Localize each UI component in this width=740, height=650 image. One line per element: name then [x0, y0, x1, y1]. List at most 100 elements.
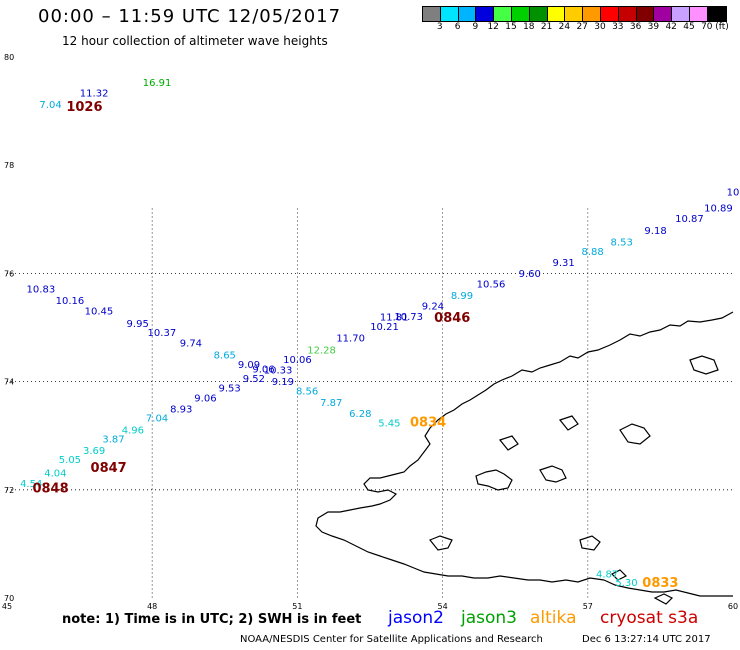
color-swatch	[654, 7, 673, 21]
latitude-tick-label: 78	[4, 161, 14, 170]
pass-time-label: 1026	[66, 100, 102, 115]
wave-height-label: 5.05	[59, 455, 81, 466]
map-title: 00:00 – 11:59 UTC 12/05/2017	[38, 6, 342, 27]
legend-entry-jason2: jason2	[388, 608, 444, 628]
wave-height-values: 10.8310.1610.459.9510.379.748.659.099.06…	[20, 78, 739, 591]
color-scale-label: 36	[629, 22, 642, 32]
wave-height-label: 11.81	[380, 312, 409, 323]
lat-lon-gridlines	[7, 208, 733, 598]
wave-height-label: 5.30	[615, 578, 637, 589]
wave-height-label: 10.56	[477, 279, 506, 290]
color-scale-label: 27	[576, 22, 588, 32]
longitude-tick-label: 60	[728, 602, 738, 611]
latitude-tick-label: 70	[4, 594, 14, 603]
wave-height-label: 10.73	[394, 312, 423, 323]
color-scale-unit: (ft)	[715, 22, 729, 32]
color-scale-label: 15	[505, 22, 517, 32]
color-swatch	[707, 7, 726, 21]
wave-height-label: 9.31	[552, 258, 574, 269]
wave-height-label: 4.96	[122, 426, 144, 437]
longitude-tick-label: 48	[147, 602, 157, 611]
wave-height-label: 9.06	[252, 364, 274, 375]
wave-height-label: 10.87	[675, 214, 704, 225]
color-swatch	[689, 7, 708, 21]
legend-entry-altika: altika	[530, 608, 577, 628]
color-swatch	[529, 7, 548, 21]
color-scale-label: 30	[594, 22, 606, 32]
latitude-tick-label: 80	[4, 53, 14, 62]
color-swatch	[600, 7, 619, 21]
wave-height-label: 9.24	[422, 302, 444, 313]
color-swatch	[583, 7, 601, 21]
wave-height-label: 6.28	[349, 409, 371, 420]
latitude-tick-label: 74	[4, 378, 14, 387]
color-scale-bar	[422, 6, 727, 22]
color-swatch	[476, 7, 495, 21]
wave-height-label: 7.04	[146, 414, 168, 425]
color-scale-label: 39	[647, 22, 660, 32]
pass-time-label: 0833	[642, 576, 678, 591]
color-scale-label: 70	[701, 22, 713, 32]
wave-height-label: 10.33	[264, 365, 293, 376]
wave-height-label: 9.06	[194, 394, 216, 405]
color-swatch	[672, 7, 690, 21]
wave-height-label: 4.87	[596, 569, 618, 580]
color-scale-label: 3	[436, 22, 443, 32]
wave-height-label: 9.53	[219, 383, 241, 394]
latitude-tick-label: 76	[4, 269, 14, 278]
wave-height-label: 8.56	[296, 387, 318, 398]
color-scale-label: 21	[540, 22, 553, 32]
wave-height-label: 12.28	[307, 345, 336, 356]
wave-height-label: 10.37	[148, 328, 177, 339]
color-scale-label: 9	[472, 22, 479, 32]
credit-line: NOAA/NESDIS Center for Satellite Applica…	[240, 634, 543, 645]
longitude-tick-label: 45	[2, 602, 12, 611]
color-swatch	[636, 7, 655, 21]
wave-height-label: 10.06	[283, 355, 312, 366]
wave-height-label: 4.04	[44, 468, 66, 479]
wave-height-label: 7.87	[320, 398, 342, 409]
wave-height-label: 10.21	[370, 322, 399, 333]
longitude-tick-label: 51	[292, 602, 302, 611]
color-scale-label: 24	[558, 22, 571, 32]
wave-height-label: 10.16	[56, 296, 85, 307]
wave-height-label: 9.18	[644, 226, 666, 237]
wave-height-label: 8.93	[170, 404, 192, 415]
color-swatch	[458, 7, 477, 21]
color-scale-label: 6	[454, 22, 461, 32]
footer-note: note: 1) Time is in UTC; 2) SWH is in fe…	[62, 612, 362, 627]
wave-height-label: 10	[727, 187, 740, 198]
pass-time-label: 0848	[32, 482, 68, 497]
wave-height-label: 3.87	[102, 435, 124, 446]
color-scale-label: 18	[523, 22, 535, 32]
wave-height-label: 9.95	[127, 319, 149, 330]
wave-height-label: 11.70	[336, 334, 365, 345]
color-scale-label: 42	[665, 22, 677, 32]
color-swatch	[494, 7, 512, 21]
wave-height-label: 9.09	[238, 360, 260, 371]
wave-height-label: 4.54	[20, 479, 42, 490]
color-scale-label: 33	[612, 22, 624, 32]
color-swatch	[547, 7, 566, 21]
color-swatch	[565, 7, 584, 21]
wave-height-label: 10.45	[85, 307, 114, 318]
wave-height-label: 5.45	[378, 419, 400, 430]
wave-height-label: 11.32	[80, 88, 109, 99]
wave-height-label: 3.69	[83, 446, 105, 457]
wave-height-label: 10.89	[704, 204, 733, 215]
color-scale-label: 45	[683, 22, 695, 32]
wave-height-label: 9.60	[519, 269, 541, 280]
wave-height-label: 9.19	[272, 377, 294, 388]
coastline-novaya-zemlya	[315, 311, 734, 605]
legend-entry-cryosat-s3a: cryosat s3a	[600, 608, 699, 628]
pass-time-label: 0847	[91, 461, 127, 476]
pass-time-label: 0834	[410, 416, 446, 431]
wave-height-label: 7.04	[39, 100, 61, 111]
pass-time-label: 0846	[434, 311, 470, 326]
wave-height-label: 16.91	[143, 78, 172, 89]
color-swatch	[618, 7, 637, 21]
color-swatch	[440, 7, 459, 21]
legend-entry-jason3: jason3	[461, 608, 517, 628]
